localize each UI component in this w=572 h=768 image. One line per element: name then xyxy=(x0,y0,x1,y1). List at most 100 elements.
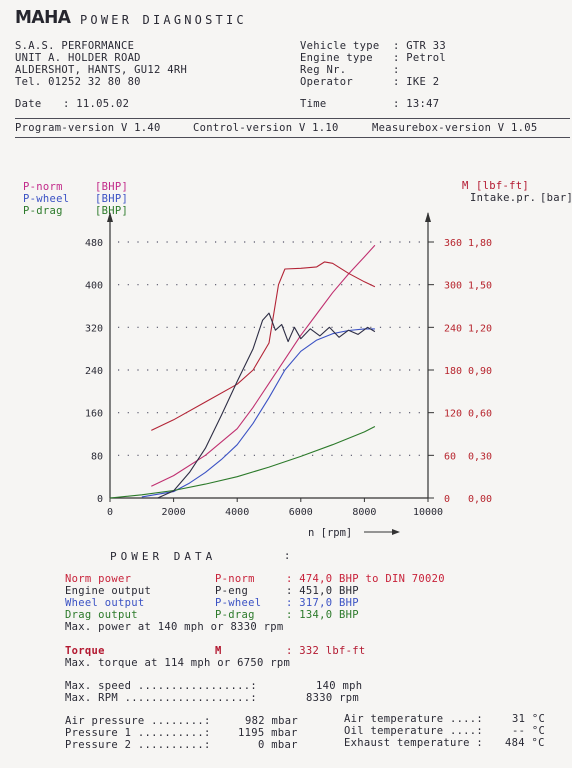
y-tick-label-left: 0 xyxy=(97,494,103,505)
x-tick-label: 0 xyxy=(107,507,113,518)
wheel-output-symbol: P-wheel xyxy=(215,597,262,609)
y-tick-label-torque: 0 xyxy=(444,494,450,505)
legend-p-norm: P-norm xyxy=(23,181,63,193)
y-tick-label-pressure: 1,80 xyxy=(468,238,492,249)
y-tick-label-left: 160 xyxy=(85,409,103,420)
series-line-p-wheel xyxy=(141,328,375,498)
version-bar-top-rule xyxy=(15,118,570,119)
date-value: : 11.05.02 xyxy=(63,98,130,110)
legend-p-drag-unit: [BHP] xyxy=(95,205,129,217)
operator-label: Operator xyxy=(300,76,353,88)
x-axis-label: n [rpm] xyxy=(308,527,352,539)
vehicle-type-label: Vehicle type xyxy=(300,40,380,52)
x-axis-label-arrow-head xyxy=(392,529,400,535)
y-tick-label-pressure: 0,60 xyxy=(468,409,492,420)
y-tick-label-torque: 60 xyxy=(444,451,456,462)
max-torque-line: Max. torque at 114 mph or 6750 rpm xyxy=(65,657,291,669)
air-pressure-value: 982 mbar xyxy=(245,715,298,727)
legend-p-wheel: P-wheel xyxy=(23,193,70,205)
torque-label: Torque xyxy=(65,645,105,657)
legend-intake-pressure-unit: [bar] xyxy=(540,192,572,204)
customer-address-2: ALDERSHOT, HANTS, GU12 4RH xyxy=(15,64,188,76)
chart-axes xyxy=(107,212,431,499)
pressure-1-label: Pressure 1 ..........: xyxy=(65,727,211,739)
engine-output-label: Engine output xyxy=(65,585,152,597)
exhaust-temp-label: Exhaust temperature : xyxy=(344,737,484,749)
y-tick-label-torque: 240 xyxy=(444,323,462,334)
measurebox-version: Measurebox-version V 1.05 xyxy=(372,122,538,134)
pressure-2-label: Pressure 2 ..........: xyxy=(65,739,211,751)
exhaust-temp-value: 484 °C xyxy=(505,737,545,749)
engine-type-value: : Petrol xyxy=(393,52,446,64)
x-tick-label: 2000 xyxy=(162,507,186,518)
customer-name: S.A.S. PERFORMANCE xyxy=(15,40,135,52)
drag-output-label: Drag output xyxy=(65,609,138,621)
date-label: Date xyxy=(15,98,42,110)
legend-torque: M xyxy=(462,180,469,192)
vehicle-type-value: : GTR 33 xyxy=(393,40,446,52)
y-tick-label-left: 80 xyxy=(91,451,103,462)
power-data-colon: : xyxy=(284,550,291,562)
legend-intake-pressure: Intake.pr. xyxy=(470,192,537,204)
series-line-m xyxy=(151,261,376,431)
engine-output-value: : 451,0 BHP xyxy=(286,585,359,597)
reg-nr-value: : xyxy=(393,64,400,76)
legend-p-drag: P-drag xyxy=(23,205,63,217)
x-tick-label: 8000 xyxy=(352,507,376,518)
y-tick-label-pressure: 0,90 xyxy=(468,366,492,377)
max-rpm-label: Max. RPM ...................: xyxy=(65,692,258,704)
y-axis-left-arrow xyxy=(107,212,113,222)
oil-temp-value: -- °C xyxy=(512,725,546,737)
customer-address-1: UNIT A. HOLDER ROAD xyxy=(15,52,141,64)
air-temp-label: Air temperature ....: xyxy=(344,713,484,725)
control-version: Control-version V 1.10 xyxy=(193,122,339,134)
y-tick-label-pressure: 0,30 xyxy=(468,451,492,462)
x-tick-label: 6000 xyxy=(289,507,313,518)
y-tick-label-torque: 360 xyxy=(444,238,462,249)
operator-value: : IKE 2 xyxy=(393,76,440,88)
y-tick-label-left: 320 xyxy=(85,323,103,334)
torque-symbol: M xyxy=(215,645,222,657)
air-pressure-label: Air pressure ........: xyxy=(65,715,211,727)
series-line-p-norm xyxy=(151,244,376,487)
x-tick-label: 4000 xyxy=(225,507,249,518)
engine-type-label: Engine type xyxy=(300,52,373,64)
max-speed-value: 140 mph xyxy=(316,680,363,692)
time-label: Time xyxy=(300,98,327,110)
torque-value: : 332 lbf-ft xyxy=(286,645,366,657)
legend-torque-unit: [lbf-ft] xyxy=(476,180,529,192)
x-tick-label: 10000 xyxy=(413,507,443,518)
legend-p-wheel-unit: [BHP] xyxy=(95,193,129,205)
air-temp-value: 31 °C xyxy=(512,713,546,725)
drag-output-symbol: P-drag xyxy=(215,609,255,621)
pressure-1-value: 1195 mbar xyxy=(238,727,298,739)
max-speed-label: Max. speed .................: xyxy=(65,680,258,692)
series-line-p-drag xyxy=(109,426,376,499)
y-axis-right-arrow xyxy=(425,212,431,222)
chart-series xyxy=(109,244,376,499)
document-title: POWER DIAGNOSTIC xyxy=(80,13,247,27)
drag-output-value: : 134,0 BHP xyxy=(286,609,359,621)
version-bar-bottom-rule xyxy=(15,137,570,138)
norm-power-value: : 474,0 BHP to DIN 70020 xyxy=(286,573,445,585)
series-line-intake-pr xyxy=(157,312,376,499)
oil-temp-label: Oil temperature ....: xyxy=(344,725,484,737)
legend-p-norm-unit: [BHP] xyxy=(95,181,129,193)
power-data-title: POWER DATA xyxy=(110,550,217,563)
y-tick-label-torque: 300 xyxy=(444,281,462,292)
y-tick-label-pressure: 0,00 xyxy=(468,494,492,505)
norm-power-label: Norm power xyxy=(65,573,132,585)
y-tick-label-left: 400 xyxy=(85,281,103,292)
wheel-output-value: : 317,0 BHP xyxy=(286,597,359,609)
y-tick-label-torque: 180 xyxy=(444,366,462,377)
norm-power-symbol: P-norm xyxy=(215,573,255,585)
max-rpm-value: 8330 rpm xyxy=(306,692,359,704)
engine-output-symbol: P-eng xyxy=(215,585,249,597)
y-tick-label-left: 240 xyxy=(85,366,103,377)
chart-grid xyxy=(118,241,424,456)
y-tick-label-left: 480 xyxy=(85,238,103,249)
wheel-output-label: Wheel output xyxy=(65,597,145,609)
maha-logo: MAHA xyxy=(15,7,71,29)
